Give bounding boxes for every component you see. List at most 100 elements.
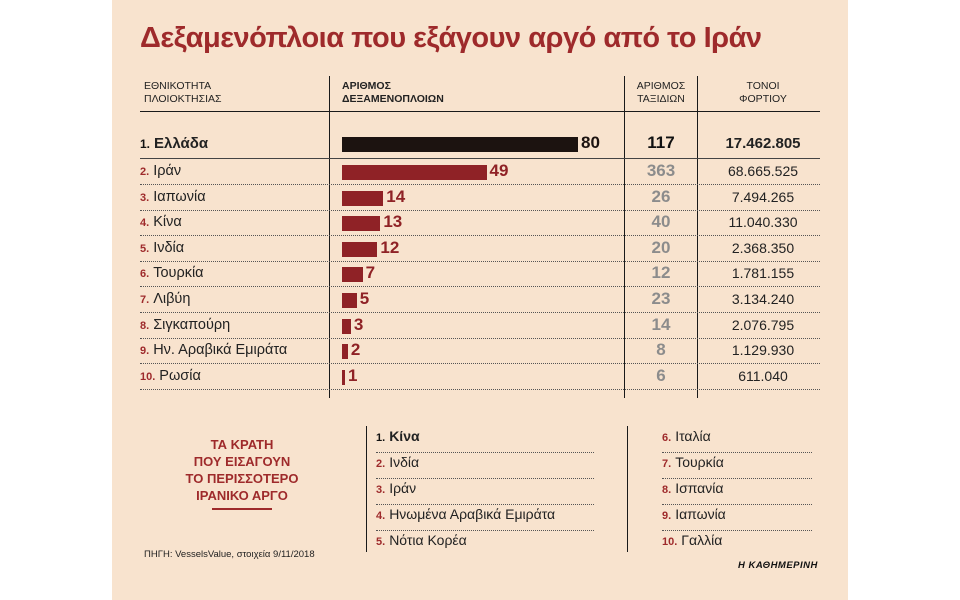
bar — [342, 293, 357, 308]
country-name: Κίνα — [153, 214, 182, 231]
tons-value: 1.781.155 — [731, 265, 795, 282]
trips-value: 20 — [651, 237, 671, 257]
header-tankers-line2: ΔΕΞΑΜΕΝΟΠΛΟΙΩΝ — [342, 93, 444, 105]
header-rule — [140, 111, 820, 112]
bar — [342, 165, 487, 180]
importer-rank: 5. — [376, 536, 386, 548]
importer-rank: 2. — [376, 458, 386, 470]
country-label: 3. Ιαπωνία — [140, 189, 206, 205]
rank-label: 9. — [140, 345, 150, 358]
row-separator — [140, 388, 820, 390]
bar — [342, 318, 351, 334]
importer-item: 2. Ινδία — [376, 454, 594, 479]
row-separator — [140, 363, 820, 365]
importer-name: Ισπανία — [675, 480, 724, 496]
row-separator — [140, 235, 820, 237]
rank-label: 3. — [140, 191, 150, 204]
importer-rank: 3. — [376, 484, 386, 496]
rank-label: 1. — [140, 137, 151, 151]
publisher-logo: Η ΚΑΘΗΜΕΡΙΝΗ — [738, 560, 818, 571]
importers-divider-right — [627, 426, 628, 552]
table-row: 1. Ελλάδα 80 117 17.462.805 — [140, 131, 820, 157]
trips-value: 12 — [651, 263, 671, 283]
table-row: 5. Ινδία 12 20 2.368.350 — [140, 236, 820, 262]
importer-item: 9. Ιαπωνία — [662, 506, 812, 531]
table-row: 6. Τουρκία 7 12 1.781.155 — [140, 261, 820, 288]
trips-value: 363 — [646, 161, 676, 180]
country-name: Τουρκία — [153, 265, 204, 282]
importer-rank: 4. — [376, 510, 386, 522]
importers-divider-left — [366, 426, 367, 552]
bar-value-label: 14 — [386, 186, 406, 206]
bar — [342, 137, 578, 152]
country-name: Ιαπωνία — [153, 188, 206, 205]
country-name: Ελλάδα — [154, 135, 209, 152]
row-separator — [140, 286, 820, 288]
header-trips: ΑΡΙΘΜΟΣ ΤΑΞΙΔΙΩΝ — [626, 80, 696, 106]
bar-value-label: 80 — [581, 133, 600, 152]
importer-name: Ιράν — [389, 480, 417, 496]
row-separator — [140, 260, 820, 262]
bar — [342, 190, 384, 206]
bar-value-label: 3 — [353, 314, 364, 334]
trips-value: 26 — [651, 186, 671, 206]
importer-rank: 9. — [662, 510, 672, 522]
table-row: 9. Ην. Αραβικά Εμιράτα 2 8 1.129.930 — [140, 338, 820, 365]
bar — [342, 369, 345, 385]
bar — [342, 344, 348, 360]
importer-name: Κίνα — [389, 428, 420, 444]
country-label: 4. Κίνα — [140, 214, 182, 230]
tons-value: 3.134.240 — [731, 291, 795, 307]
importer-name: Ηνωμένα Αραβικά Εμιράτα — [389, 506, 556, 522]
importer-rank: 7. — [662, 458, 672, 470]
trips-value: 23 — [651, 289, 671, 308]
first-row-rule — [140, 158, 820, 159]
header-tons: ΤΟΝΟΙ ΦΟΡΤΙΟΥ — [708, 80, 818, 106]
importer-name: Τουρκία — [675, 454, 724, 470]
table-row: 3. Ιαπωνία 14 26 7.494.265 — [140, 185, 820, 211]
country-name: Λιβύη — [153, 291, 191, 307]
bar-value-label: 13 — [383, 212, 403, 232]
source-note: ΠΗΓΗ: VesselsValue, στοιχεία 9/11/2018 — [144, 549, 315, 560]
country-name: Ιράν — [153, 163, 182, 179]
importer-item: 4. Ηνωμένα Αραβικά Εμιράτα — [376, 506, 594, 531]
trips-value: 40 — [651, 212, 671, 232]
table-row: 7. Λιβύη 5 23 3.134.240 — [140, 287, 820, 313]
tons-value: 7.494.265 — [731, 188, 795, 205]
header-nationality-line1: ΕΘΝΙΚΟΤΗΤΑ — [144, 80, 212, 92]
header-trips-line1: ΑΡΙΘΜΟΣ — [636, 80, 686, 92]
importers-title-line2: ΠΟΥ ΕΙΣΑΓΟΥΝ — [193, 454, 291, 469]
tons-value: 68.665.525 — [727, 163, 799, 179]
row-separator — [140, 209, 820, 211]
country-label: 8. Σιγκαπούρη — [140, 317, 230, 333]
header-trips-line2: ΤΑΞΙΔΙΩΝ — [637, 93, 685, 105]
country-label: 6. Τουρκία — [140, 265, 204, 281]
column-divider-trips — [624, 76, 625, 398]
header-tankers-line1: ΑΡΙΘΜΟΣ — [342, 80, 391, 92]
bar-value-label: 7 — [365, 263, 376, 283]
country-label: 1. Ελλάδα — [140, 135, 208, 152]
header-nationality-line2: ΠΛΟΙΟΚΤΗΣΙΑΣ — [144, 93, 222, 105]
column-divider-bars — [329, 76, 330, 398]
table-row: 4. Κίνα 13 40 11.040.330 — [140, 210, 820, 237]
tons-value: 2.368.350 — [731, 239, 795, 256]
importer-item: 8. Ισπανία — [662, 480, 812, 505]
importer-rank: 6. — [662, 432, 672, 444]
importer-item: 1. Κίνα — [376, 428, 594, 453]
row-separator — [140, 337, 820, 339]
trips-value: 14 — [651, 314, 671, 334]
importer-rank: 8. — [662, 484, 672, 496]
header-tons-line1: ΤΟΝΟΙ — [746, 80, 780, 92]
importer-name: Νότια Κορέα — [389, 532, 467, 548]
bar-value-label: 1 — [348, 365, 358, 385]
country-name: Ην. Αραβικά Εμιράτα — [153, 342, 288, 359]
country-name: Ρωσία — [159, 367, 201, 384]
rank-label: 10. — [140, 370, 156, 383]
country-name: Ινδία — [153, 239, 185, 256]
importer-item: 6. Ιταλία — [662, 428, 812, 453]
importer-name: Ιαπωνία — [675, 506, 726, 522]
rank-label: 6. — [140, 268, 150, 281]
importers-title: ΤΑ ΚΡΑΤΗ ΠΟΥ ΕΙΣΑΓΟΥΝ ΤΟ ΠΕΡΙΣΣΟΤΕΡΟ ΙΡΑ… — [172, 436, 312, 504]
infographic-panel — [112, 0, 848, 600]
trips-value: 8 — [656, 340, 666, 360]
